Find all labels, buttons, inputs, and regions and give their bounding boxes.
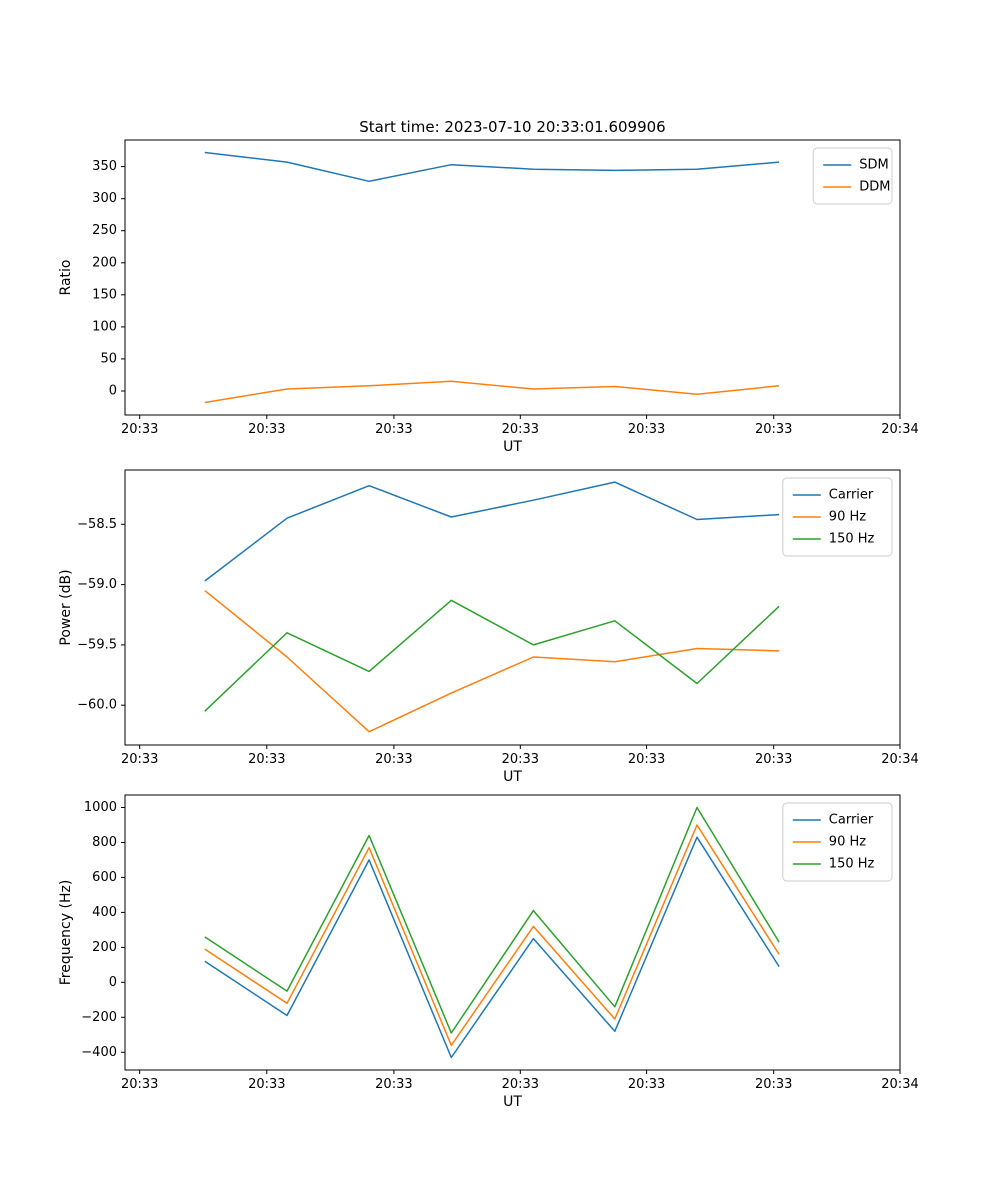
x-tick-label: 20:33	[628, 422, 665, 437]
legend-box	[782, 477, 893, 557]
y-tick-label: 800	[92, 835, 117, 850]
legend-label: 90 Hz	[829, 510, 866, 525]
y-tick-label: 300	[92, 191, 117, 206]
legend-label: Carrier	[829, 813, 874, 828]
legend: Carrier 90 Hz 150 Hz	[782, 802, 893, 882]
series-line-ddm	[204, 380, 780, 404]
x-tick-label: 20:33	[755, 1077, 792, 1092]
x-axis-label: UT	[503, 1094, 522, 1110]
x-axis-label: UT	[503, 769, 522, 785]
legend-label: 150 Hz	[829, 532, 875, 547]
x-tick-label: 20:33	[628, 752, 665, 767]
y-axis-label: Frequency (Hz)	[58, 880, 74, 986]
legend-label: 90 Hz	[829, 835, 866, 850]
series-line-carrier	[204, 836, 780, 1059]
x-tick-label: 20:33	[755, 752, 792, 767]
y-tick-label: 200	[92, 940, 117, 955]
x-tick-label: 20:33	[375, 752, 412, 767]
y-tick-label: 200	[92, 255, 117, 270]
x-tick-label: 20:33	[248, 752, 285, 767]
x-tick-label: 20:34	[881, 1077, 918, 1092]
subplot-1: 0 50 100 150 200 250 300 350 20:33 20:33 20:33 20:3…	[58, 139, 919, 455]
x-tick-label: 20:33	[121, 752, 158, 767]
legend-box	[812, 147, 893, 205]
y-tick-label: 100	[92, 319, 117, 334]
legend-label: 150 Hz	[829, 857, 875, 872]
x-axis-label: UT	[503, 439, 522, 455]
y-tick-label: −58.5	[77, 517, 117, 532]
legend-label: DDM	[859, 180, 890, 195]
y-tick-label: 1000	[84, 800, 117, 815]
y-tick-label: −59.5	[77, 637, 117, 652]
axes-box	[124, 139, 901, 416]
x-tick-label: 20:33	[121, 1077, 158, 1092]
axes-box	[124, 469, 901, 746]
x-tick-label: 20:33	[628, 1077, 665, 1092]
legend: Carrier 90 Hz 150 Hz	[782, 477, 893, 557]
series-line-sdm	[204, 151, 780, 183]
y-tick-label: 0	[109, 975, 117, 990]
y-tick-label: 600	[92, 870, 117, 885]
y-tick-label: 250	[92, 223, 117, 238]
x-tick-label: 20:33	[755, 422, 792, 437]
x-tick-label: 20:33	[248, 422, 285, 437]
x-tick-label: 20:33	[502, 1077, 539, 1092]
series-line-150-hz	[204, 806, 780, 1034]
y-tick-label: 50	[100, 351, 117, 366]
legend: SDM DDM	[812, 147, 893, 205]
y-tick-label: 0	[109, 384, 117, 399]
x-tick-label: 20:34	[881, 752, 918, 767]
subplot-3: −400 −200 0 200 400 600 800 1000 20:33 20:33 20:33…	[58, 794, 919, 1110]
x-tick-label: 20:33	[248, 1077, 285, 1092]
legend-label: Carrier	[829, 488, 874, 503]
series-line-90-hz	[204, 590, 780, 733]
legend-label: SDM	[859, 158, 888, 173]
x-tick-label: 20:33	[502, 422, 539, 437]
y-axis-label: Power (dB)	[58, 569, 74, 645]
subplot-2: −58.5 −59.0 −59.5 −60.0 20:33 20:33 20:33 20:33…	[58, 469, 919, 785]
y-tick-label: −60.0	[77, 698, 117, 713]
figure-title: Start time: 2023-07-10 20:33:01.609906	[359, 118, 666, 136]
y-tick-label: 150	[92, 287, 117, 302]
series-line-90-hz	[204, 824, 780, 1047]
axes-box	[124, 794, 901, 1071]
y-tick-label: 350	[92, 159, 117, 174]
legend-box	[782, 802, 893, 882]
y-tick-label: 400	[92, 905, 117, 920]
y-tick-label: −200	[81, 1010, 117, 1025]
x-tick-label: 20:33	[375, 422, 412, 437]
x-tick-label: 20:33	[502, 752, 539, 767]
x-tick-label: 20:34	[881, 422, 918, 437]
series-line-carrier	[204, 481, 780, 582]
y-tick-label: −400	[81, 1045, 117, 1060]
y-tick-label: −59.0	[77, 577, 117, 592]
series-line-150-hz	[204, 599, 780, 712]
y-axis-label: Ratio	[58, 260, 74, 296]
x-tick-label: 20:33	[375, 1077, 412, 1092]
x-tick-label: 20:33	[121, 422, 158, 437]
